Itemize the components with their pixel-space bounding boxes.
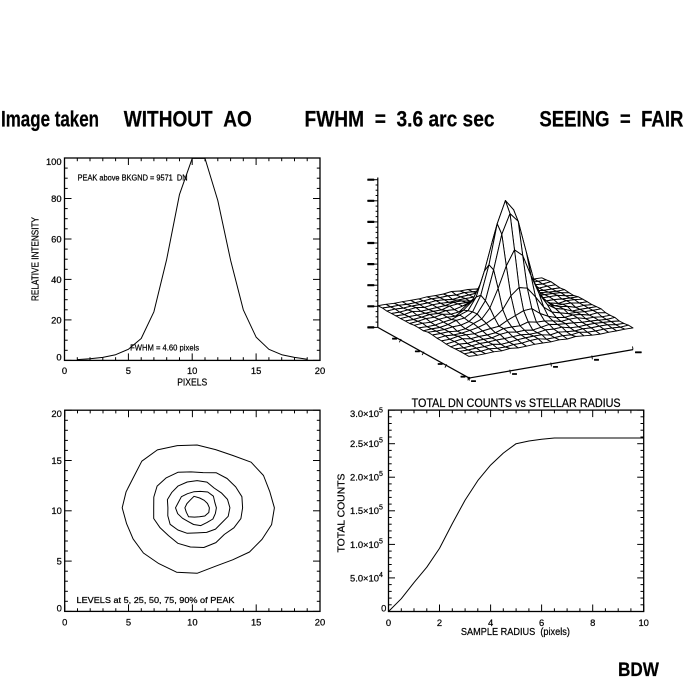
svg-text:0: 0: [381, 603, 386, 614]
svg-text:0: 0: [386, 617, 391, 628]
svg-text:80: 80: [51, 193, 61, 204]
svg-text:5: 5: [126, 617, 131, 628]
svg-text:2: 2: [437, 617, 442, 628]
svg-text:PEAK above BKGND = 9571 DN: PEAK above BKGND = 9571 DN: [78, 173, 188, 182]
svg-text:10: 10: [187, 365, 197, 376]
svg-text:WITHOUT AO: WITHOUT AO: [124, 107, 252, 132]
svg-text:5: 5: [57, 556, 62, 567]
svg-text:15: 15: [251, 617, 261, 628]
svg-text:0: 0: [56, 351, 61, 362]
svg-text:20: 20: [51, 314, 61, 325]
svg-text:10: 10: [638, 617, 648, 628]
svg-text:6: 6: [539, 617, 544, 628]
svg-text:2.5×105: 2.5×105: [350, 438, 383, 450]
svg-text:TOTAL DN COUNTS vs STELLAR R: TOTAL DN COUNTS vs STELLAR RADIUS: [412, 398, 621, 410]
svg-text:100: 100: [46, 156, 62, 167]
svg-text:LEVELS at 5, 25, 50, 75, 90% o: LEVELS at 5, 25, 50, 75, 90% of PEAK: [77, 596, 236, 605]
svg-text:RELATIVE INTENSITY: RELATIVE INTENSITY: [31, 217, 42, 301]
svg-text:8: 8: [590, 617, 595, 628]
svg-text:5.0×104: 5.0×104: [350, 572, 383, 584]
svg-text:60: 60: [51, 233, 61, 244]
svg-text:20: 20: [315, 617, 325, 628]
svg-text:3.0×105: 3.0×105: [350, 408, 383, 420]
svg-text:5: 5: [126, 365, 131, 376]
svg-text:4: 4: [488, 617, 493, 628]
svg-text:10: 10: [51, 505, 61, 516]
svg-text:20: 20: [51, 408, 61, 419]
svg-text:Image taken: Image taken: [1, 107, 99, 132]
svg-text:FWHM = 4.60 pixels: FWHM = 4.60 pixels: [130, 344, 199, 353]
svg-text:20: 20: [315, 365, 325, 376]
svg-text:10: 10: [187, 617, 197, 628]
svg-text:15: 15: [51, 455, 61, 466]
svg-text:0: 0: [62, 617, 67, 628]
svg-text:0: 0: [62, 365, 67, 376]
svg-text:PIXELS: PIXELS: [177, 378, 207, 389]
svg-text:TOTAL COUNTS: TOTAL COUNTS: [335, 474, 347, 553]
svg-text:SAMPLE RADIUS (pixels): SAMPLE RADIUS (pixels): [461, 627, 570, 638]
svg-text:2.0×105: 2.0×105: [350, 471, 383, 483]
svg-text:40: 40: [51, 274, 61, 285]
svg-text:1.0×105: 1.0×105: [350, 538, 383, 550]
svg-text:1.5×105: 1.5×105: [350, 505, 383, 517]
svg-text:15: 15: [251, 365, 261, 376]
svg-text:SEEING = FAIR: SEEING = FAIR: [539, 107, 683, 132]
svg-text:0: 0: [57, 602, 62, 613]
svg-text:FWHM = 3.6 arc sec: FWHM = 3.6 arc sec: [305, 107, 495, 132]
svg-text:BDW: BDW: [618, 660, 659, 680]
